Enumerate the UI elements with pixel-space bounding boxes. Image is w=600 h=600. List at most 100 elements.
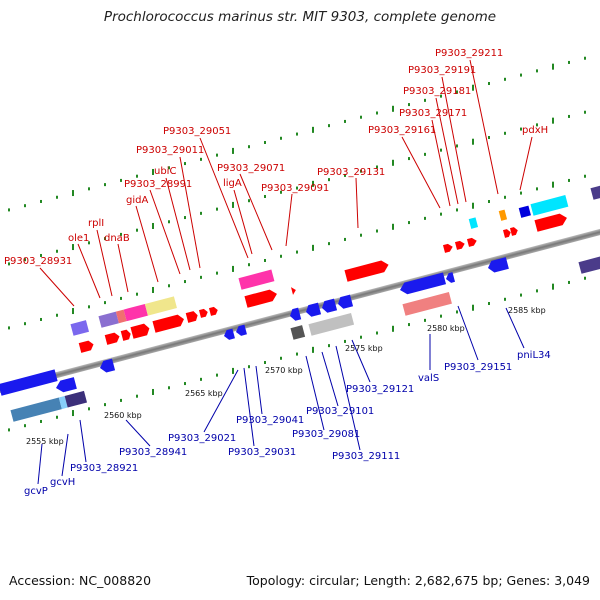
gene-label[interactable]: P9303_29171 [399, 108, 467, 119]
gene-label[interactable]: P9303_29071 [217, 163, 285, 174]
leader-line [199, 137, 249, 259]
scale-tick [536, 187, 538, 191]
gene-label[interactable]: dnaB [104, 233, 130, 244]
scale-tick [56, 195, 58, 199]
gene-label[interactable]: P9303_29021 [168, 433, 236, 444]
gene-label[interactable]: P9303_29101 [306, 406, 374, 417]
scale-tick [8, 428, 10, 432]
scale-tick [24, 204, 26, 208]
gene-label[interactable]: P9303_29011 [136, 145, 204, 156]
gene-label[interactable]: P9303_29081 [292, 429, 360, 440]
gene-label[interactable]: P9303_29191 [408, 65, 476, 76]
scale-tick [280, 190, 282, 194]
gene-label[interactable]: valS [418, 373, 439, 384]
scale-tick [504, 131, 506, 135]
scale-tick [344, 237, 346, 241]
scale-tick [504, 195, 506, 199]
scale-tick [264, 194, 266, 198]
leader-line [505, 307, 525, 349]
scale-tick [440, 314, 442, 318]
gene-label[interactable]: P9303_28921 [70, 463, 138, 474]
gene-feature-fwd [502, 229, 511, 238]
gene-label[interactable]: P9303_29031 [228, 447, 296, 458]
scale-tick [216, 373, 218, 377]
scale-tick [568, 178, 570, 182]
scale-tick [216, 271, 218, 275]
gene-label[interactable]: P9303_29121 [346, 384, 414, 395]
gene-label[interactable]: P9303_29131 [317, 167, 385, 178]
gene-label[interactable]: P9303_28991 [124, 179, 192, 190]
scale-tick [296, 186, 298, 190]
gene-label[interactable]: P9303_29041 [236, 415, 304, 426]
scale-tick [248, 263, 250, 267]
scale-tick [424, 216, 426, 220]
scale-tick [568, 280, 570, 284]
genome-summary-text: Topology: circular; Length: 2,682,675 bp… [246, 573, 590, 588]
scale-tick [168, 284, 170, 288]
scale-tick [264, 360, 266, 364]
scale-label: 2580 kbp [427, 324, 465, 333]
gene-feature-rev [446, 272, 456, 283]
scale-tick [552, 283, 554, 290]
genome-backbone [0, 224, 600, 398]
scale-tick [552, 117, 554, 124]
gene-feature-fwd [208, 306, 218, 316]
scale-tick [392, 223, 394, 230]
leader-line [79, 419, 87, 463]
leader-line [469, 59, 499, 195]
scale-tick [184, 280, 186, 284]
scale-tick [456, 90, 458, 94]
gene-label[interactable]: P9303_29161 [368, 125, 436, 136]
gene-label[interactable]: P9303_29181 [403, 86, 471, 97]
scale-tick [376, 331, 378, 335]
scale-tick [520, 293, 522, 297]
leader-line [431, 119, 451, 207]
gene-label[interactable]: gcvP [24, 486, 48, 497]
gene-feature-fwd-outer [530, 195, 569, 216]
scale-tick [296, 352, 298, 356]
gene-label[interactable]: gidA [126, 195, 148, 206]
scale-tick [472, 304, 474, 311]
leader-line [243, 367, 255, 447]
gene-label[interactable]: P9303_29051 [163, 126, 231, 137]
gene-label[interactable]: ligA [223, 178, 242, 189]
scale-tick [536, 123, 538, 127]
scale-tick [344, 119, 346, 123]
scale-tick [328, 124, 330, 128]
scale-tick [584, 174, 586, 178]
scale-tick [456, 310, 458, 314]
leader-line [285, 193, 293, 247]
scale-tick [344, 173, 346, 177]
gene-feature-fwd [185, 311, 198, 323]
leader-line [351, 339, 371, 383]
gene-label[interactable]: P9303_28931 [4, 256, 72, 267]
gene-label[interactable]: gcvH [50, 477, 75, 488]
gene-label[interactable]: ole1 [68, 233, 89, 244]
scale-tick [184, 382, 186, 386]
gene-label[interactable]: pdxH [522, 125, 548, 136]
leader-line [125, 419, 151, 447]
gene-label[interactable]: P9303_29151 [444, 362, 512, 373]
gene-label[interactable]: P9303_29091 [261, 183, 329, 194]
gene-label[interactable]: P9303_29211 [435, 48, 503, 59]
gene-label[interactable]: rplI [88, 218, 104, 229]
scale-tick [136, 292, 138, 296]
gene-label[interactable]: P9303_28941 [119, 447, 187, 458]
scale-tick [552, 63, 554, 70]
leader-line [96, 229, 113, 297]
scale-tick [200, 211, 202, 215]
gene-feature-rev-outer [578, 256, 600, 274]
scale-tick [248, 199, 250, 203]
leader-line [305, 355, 325, 431]
scale-tick [360, 233, 362, 237]
scale-tick [120, 296, 122, 300]
gene-label[interactable]: pniL34 [517, 350, 551, 361]
scale-tick [216, 207, 218, 211]
gene-label[interactable]: ubiC [154, 166, 176, 177]
scale-tick [8, 262, 10, 266]
scale-tick [360, 335, 362, 339]
gene-label[interactable]: P9303_29111 [332, 451, 400, 462]
scale-tick [184, 216, 186, 220]
scale-tick [488, 302, 490, 306]
scale-label: 2575 kbp [345, 344, 383, 353]
